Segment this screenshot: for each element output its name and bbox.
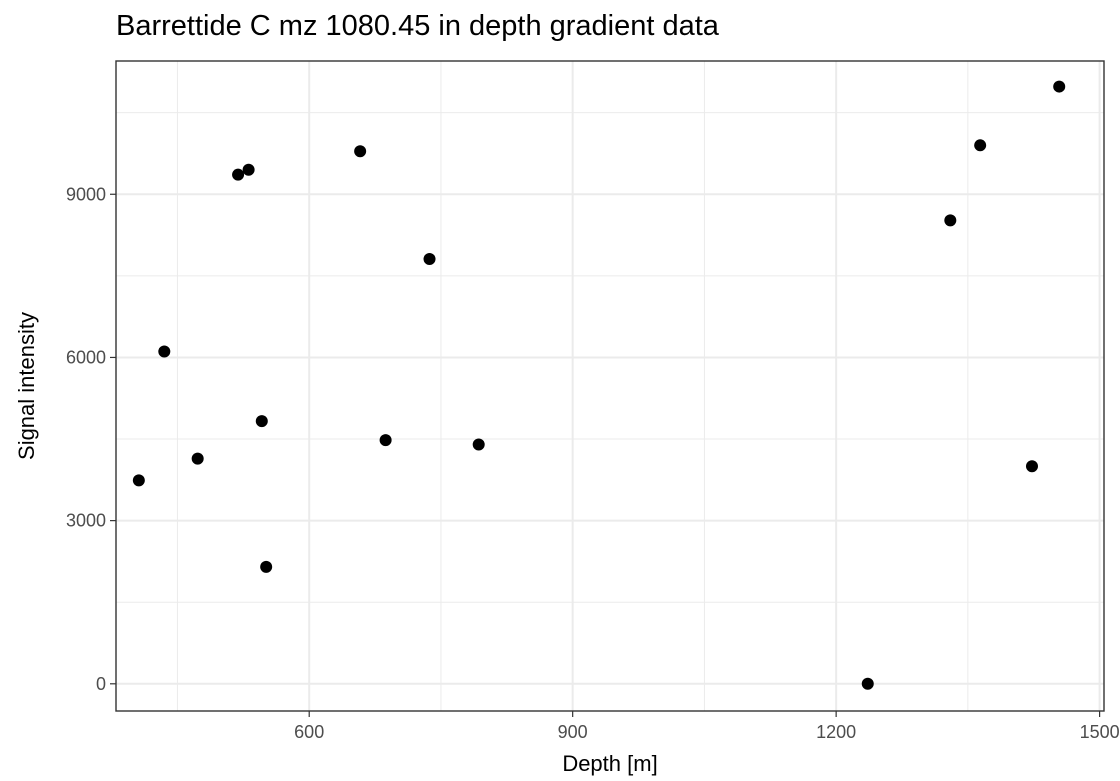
x-tick-label: 900 bbox=[558, 722, 588, 742]
x-tick-labels: 600 900 1200 1500 bbox=[294, 722, 1119, 742]
data-points bbox=[132, 80, 1066, 690]
major-gridlines bbox=[116, 61, 1104, 711]
y-tick-labels: 0 3000 6000 9000 bbox=[66, 184, 106, 694]
x-tick-label: 1200 bbox=[816, 722, 856, 742]
x-tick-label: 1500 bbox=[1080, 722, 1120, 742]
data-point bbox=[472, 438, 485, 451]
chart-title: Barrettide C mz 1080.45 in depth gradien… bbox=[116, 10, 719, 42]
minor-gridlines bbox=[116, 61, 1104, 711]
y-tick-label: 0 bbox=[96, 674, 106, 694]
data-point bbox=[354, 145, 367, 158]
y-tick-label: 9000 bbox=[66, 184, 106, 204]
data-point bbox=[1025, 460, 1038, 473]
plot-frame bbox=[115, 60, 1105, 712]
data-point bbox=[191, 452, 204, 465]
data-point bbox=[158, 345, 171, 358]
data-point bbox=[242, 163, 255, 176]
x-axis-title: Depth [m] bbox=[562, 751, 657, 776]
data-point bbox=[379, 434, 392, 447]
y-tick-label: 3000 bbox=[66, 511, 106, 531]
data-point bbox=[232, 168, 245, 181]
data-point bbox=[974, 139, 987, 152]
x-tick-label: 600 bbox=[294, 722, 324, 742]
data-point bbox=[423, 252, 436, 265]
data-point bbox=[132, 474, 145, 487]
data-point bbox=[861, 677, 874, 690]
axis-ticks bbox=[110, 193, 1101, 717]
y-axis-title: Signal intensity bbox=[14, 312, 39, 460]
data-point bbox=[1053, 80, 1066, 93]
data-point bbox=[255, 415, 268, 428]
data-point bbox=[944, 214, 957, 227]
y-tick-label: 6000 bbox=[66, 347, 106, 367]
plot-panel bbox=[116, 61, 1104, 711]
data-point bbox=[260, 560, 273, 573]
